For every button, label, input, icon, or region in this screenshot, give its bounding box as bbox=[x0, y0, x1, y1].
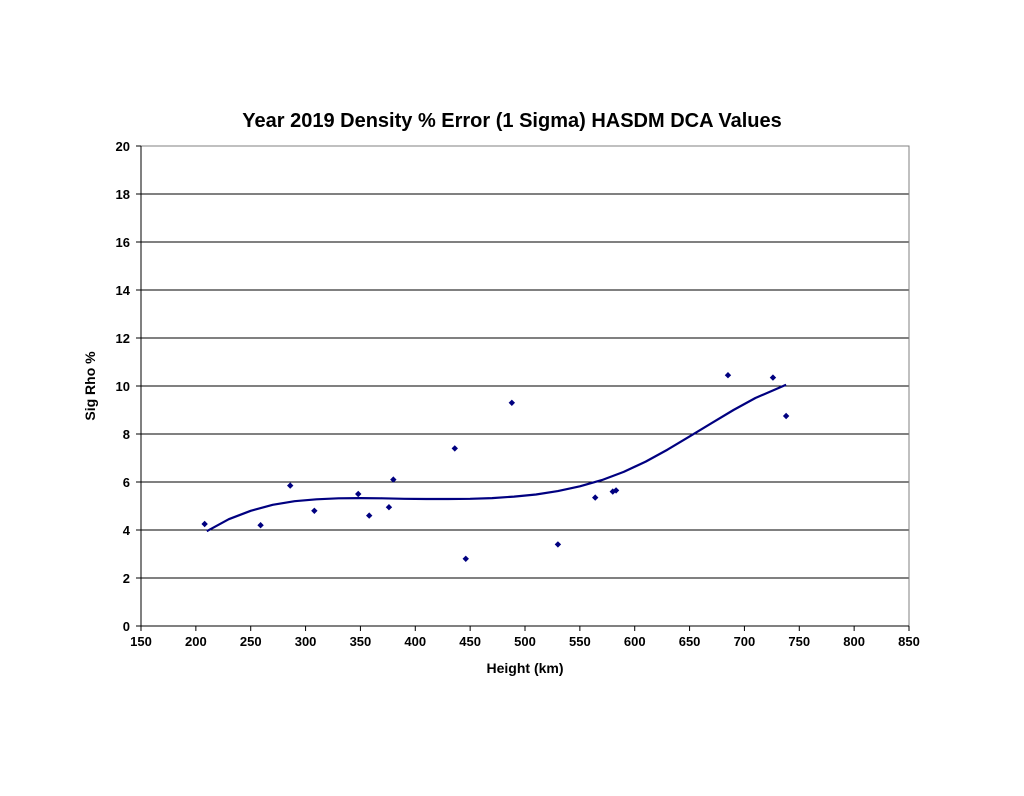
data-point bbox=[769, 374, 777, 381]
y-tick-label: 4 bbox=[123, 523, 131, 538]
grid-layer bbox=[141, 145, 909, 579]
y-tick-label: 8 bbox=[123, 427, 130, 442]
trendline-layer bbox=[206, 383, 787, 533]
x-tick-label: 850 bbox=[898, 634, 920, 649]
data-point bbox=[201, 520, 208, 528]
y-axis-title: Sig Rho % bbox=[82, 351, 98, 421]
data-point bbox=[390, 476, 397, 483]
data-point bbox=[462, 555, 469, 562]
chart-title: Year 2019 Density % Error (1 Sigma) HASD… bbox=[242, 110, 781, 132]
x-tick-label: 400 bbox=[404, 634, 426, 649]
y-tick-label: 18 bbox=[116, 187, 130, 202]
data-point bbox=[782, 412, 790, 420]
y-tick-label: 16 bbox=[116, 235, 130, 250]
y-tick-label: 0 bbox=[123, 619, 130, 634]
data-point bbox=[366, 512, 373, 519]
data-point bbox=[451, 445, 458, 452]
x-tick-label: 200 bbox=[185, 634, 207, 649]
x-tick-label: 750 bbox=[788, 634, 810, 649]
x-tick-label: 250 bbox=[240, 634, 262, 649]
x-axis-title: Height (km) bbox=[487, 660, 564, 676]
y-tick-label: 14 bbox=[116, 283, 131, 298]
y-tick-label: 10 bbox=[116, 379, 130, 394]
x-tick-label: 350 bbox=[350, 634, 372, 649]
y-tick-label: 20 bbox=[116, 139, 130, 154]
x-tick-label: 650 bbox=[679, 634, 701, 649]
points-layer bbox=[201, 372, 790, 562]
data-point bbox=[385, 504, 393, 511]
x-tick-label: 300 bbox=[295, 634, 317, 649]
x-tick-label: 450 bbox=[459, 634, 481, 649]
data-point bbox=[724, 372, 732, 379]
x-tick-label: 600 bbox=[624, 634, 646, 649]
y-tick-label: 12 bbox=[116, 331, 130, 346]
ticks-layer: 0 2 4 6 8 10 12 14 16 18 20 150 200 250 300 350 400 450 50… bbox=[116, 139, 920, 649]
data-point bbox=[554, 541, 562, 548]
data-point bbox=[257, 522, 264, 529]
data-point bbox=[355, 490, 362, 498]
data-point bbox=[508, 399, 516, 406]
data-point bbox=[612, 487, 620, 494]
x-tick-label: 550 bbox=[569, 634, 591, 649]
x-tick-label: 700 bbox=[734, 634, 756, 649]
y-tick-label: 2 bbox=[123, 571, 130, 586]
x-tick-label: 500 bbox=[514, 634, 536, 649]
trendline bbox=[206, 383, 787, 533]
data-point bbox=[609, 488, 616, 495]
data-point bbox=[592, 494, 599, 501]
x-tick-label: 150 bbox=[130, 634, 152, 649]
data-point bbox=[287, 482, 294, 489]
x-tick-label: 800 bbox=[843, 634, 865, 649]
y-tick-label: 6 bbox=[123, 475, 130, 490]
data-point bbox=[311, 507, 318, 514]
